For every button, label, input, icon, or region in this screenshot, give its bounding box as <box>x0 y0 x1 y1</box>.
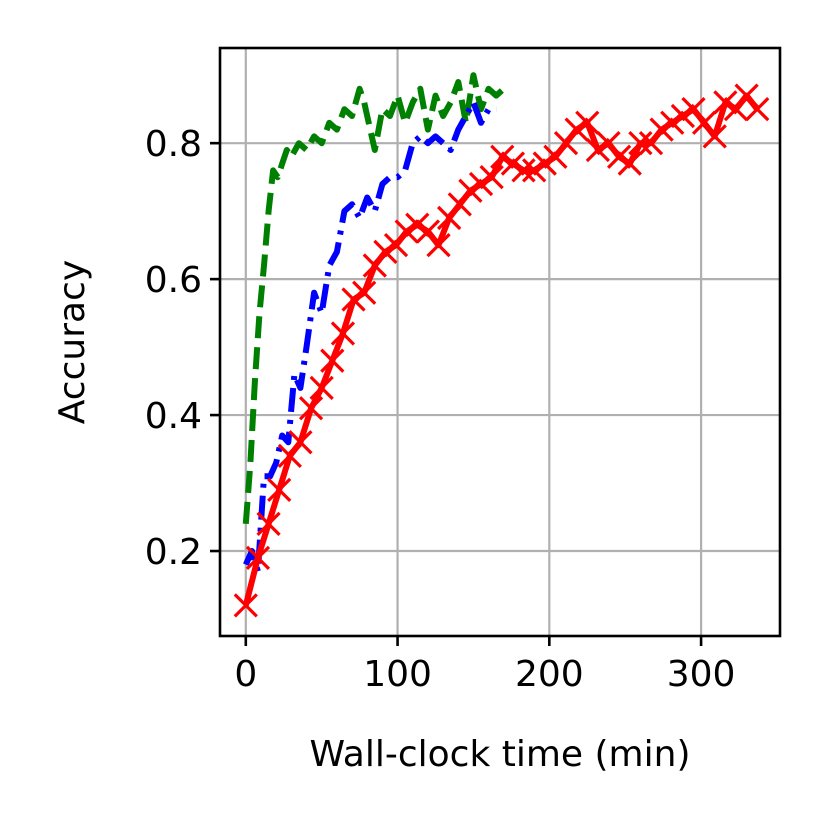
x-axis-label: Wall-clock time (min) <box>309 734 690 775</box>
x-marker <box>734 83 759 108</box>
x-marker <box>277 443 302 468</box>
x-marker <box>245 545 271 570</box>
x-marker <box>553 131 579 156</box>
x-marker <box>575 110 600 135</box>
y-tick-label: 0.2 <box>145 532 202 573</box>
x-marker <box>522 158 547 183</box>
x-marker <box>233 593 258 618</box>
x-marker <box>532 151 557 176</box>
x-marker <box>437 205 462 231</box>
x-marker <box>447 192 472 217</box>
x-marker <box>256 511 281 536</box>
series-line-1 <box>243 99 497 575</box>
x-marker <box>362 253 387 278</box>
series-1 <box>243 99 497 575</box>
plot-frame <box>218 46 782 638</box>
x-marker <box>394 219 419 244</box>
x-tick-label: 300 <box>667 654 736 695</box>
x-marker <box>691 110 717 135</box>
x-marker <box>468 171 494 197</box>
y-tick-label: 0.4 <box>145 396 202 437</box>
x-marker <box>341 287 366 312</box>
x-marker <box>288 430 313 455</box>
x-marker <box>405 212 430 237</box>
x-marker <box>702 124 727 149</box>
x-marker <box>352 280 377 305</box>
x-marker <box>500 151 526 176</box>
x-marker <box>330 321 356 346</box>
x-marker <box>638 131 664 156</box>
x-marker <box>267 477 292 502</box>
ticks: 0 100 200 300 0.2 0.4 0.6 0.8 <box>145 124 736 695</box>
x-marker <box>628 131 653 156</box>
x-marker <box>415 219 441 244</box>
y-axis-label: Accuracy <box>52 260 93 424</box>
x-marker <box>479 165 504 190</box>
x-marker <box>490 144 515 169</box>
x-marker <box>681 97 706 122</box>
x-marker <box>309 375 334 401</box>
x-marker <box>617 151 642 176</box>
x-marker <box>596 131 621 156</box>
x-marker <box>745 97 770 122</box>
x-marker <box>585 137 611 163</box>
x-marker <box>660 110 685 135</box>
series-layer <box>233 72 770 618</box>
x-tick-label: 100 <box>363 654 432 695</box>
x-marker <box>713 90 738 115</box>
x-marker <box>511 158 536 183</box>
x-marker <box>670 103 696 129</box>
x-marker <box>649 117 674 142</box>
series-2 <box>233 83 770 618</box>
x-marker <box>564 117 589 142</box>
series-0 <box>242 72 506 525</box>
y-tick-label: 0.8 <box>145 124 202 165</box>
x-marker <box>298 396 324 421</box>
x-marker <box>426 233 451 258</box>
x-marker <box>543 144 568 169</box>
series-line-0 <box>242 72 506 525</box>
x-marker <box>320 348 345 373</box>
x-marker <box>607 144 632 169</box>
x-marker <box>383 233 409 258</box>
y-tick-label: 0.6 <box>145 260 202 301</box>
x-marker <box>458 178 483 203</box>
x-tick-label: 0 <box>234 654 257 695</box>
x-marker <box>723 97 749 122</box>
x-marker <box>373 239 398 265</box>
x-tick-label: 200 <box>515 654 584 695</box>
